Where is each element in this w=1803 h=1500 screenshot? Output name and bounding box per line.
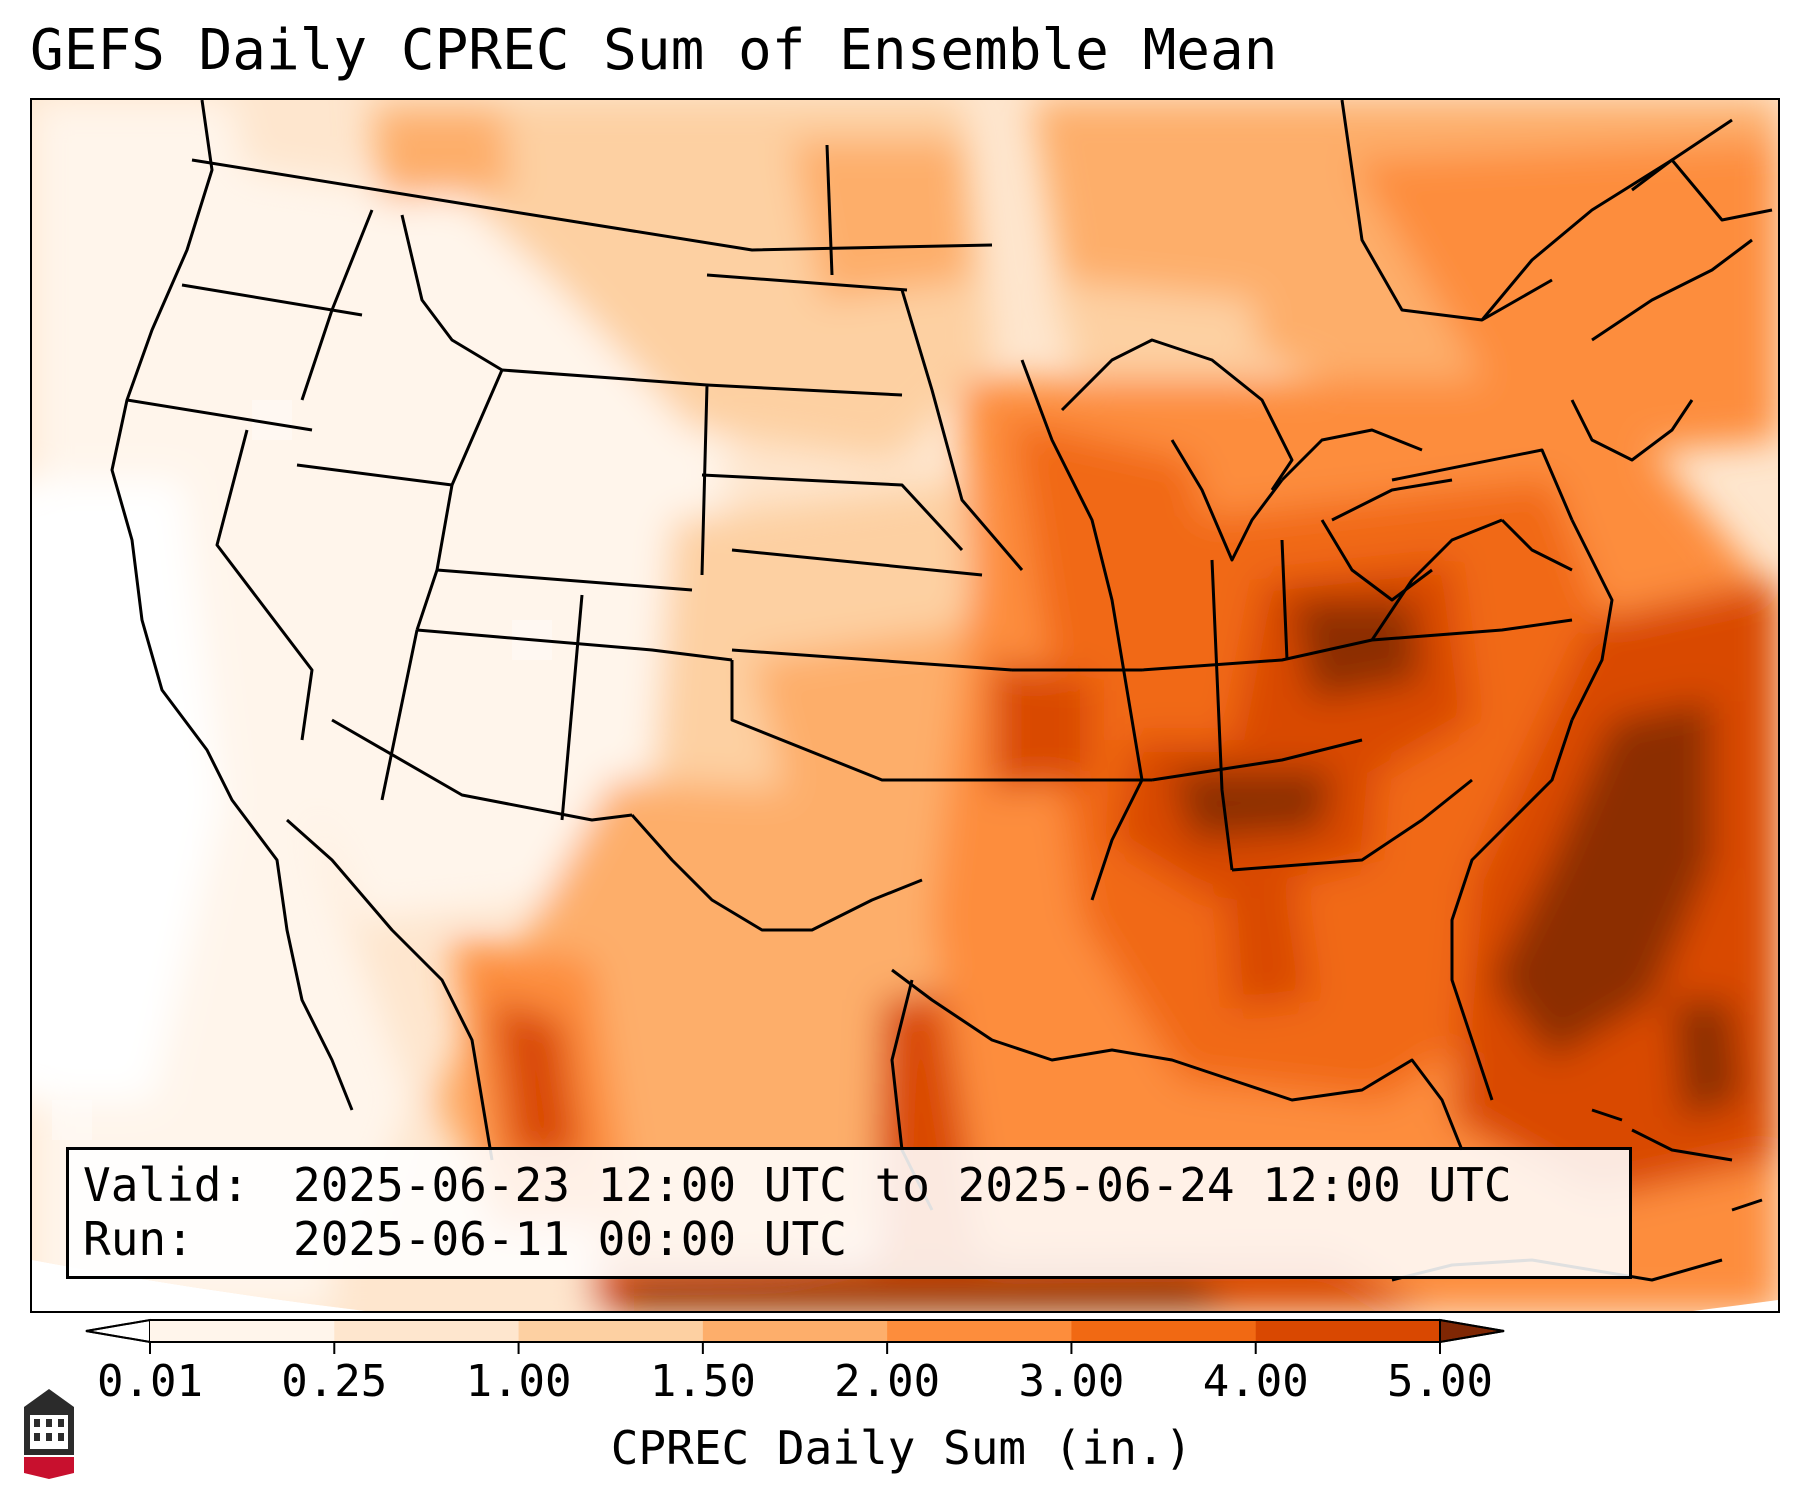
colorbar-segment [887,1320,1072,1342]
colorbar [85,1318,1505,1354]
colorbar-label: CPREC Daily Sum (in.) [610,1421,1193,1475]
colorbar-tick-label: 1.50 [649,1356,756,1407]
colorbar-tick-label: 0.01 [97,1356,203,1407]
valid-key: Valid: [83,1158,250,1212]
colorbar-tick-label: 0.25 [281,1356,388,1407]
run-line: Run: 2025-06-11 00:00 UTC [83,1212,1629,1266]
colorbar-over-arrow [1439,1318,1505,1344]
valid-line: Valid: 2025-06-23 12:00 UTC to 2025-06-24… [83,1158,1629,1212]
niu-logo-icon [24,1389,74,1479]
precip-field [32,100,1778,1311]
colorbar-under-arrow [85,1318,151,1344]
colorbar-segment [518,1320,704,1342]
run-key: Run: [83,1212,194,1266]
colorbar-segment [334,1320,520,1342]
colorbar-tick-label: 2.00 [834,1356,941,1407]
precipitation-map [30,98,1780,1313]
colorbar-tick-label: 4.00 [1202,1356,1309,1407]
colorbar-tick-label: 5.00 [1387,1356,1493,1407]
colorbar-segment [150,1320,335,1342]
validity-info-box: Valid: 2025-06-23 12:00 UTC to 2025-06-24… [66,1147,1632,1279]
colorbar-tick-label: 3.00 [1018,1356,1125,1407]
colorbar-segment [702,1320,888,1342]
valid-value: 2025-06-23 12:00 UTC to 2025-06-24 12:00… [293,1158,1512,1212]
run-value: 2025-06-11 00:00 UTC [293,1212,847,1266]
colorbar-tick-label: 1.00 [465,1356,572,1407]
colorbar-segment [1255,1320,1441,1342]
colorbar-segment [1071,1320,1257,1342]
map-title: GEFS Daily CPREC Sum of Ensemble Mean [30,18,1278,83]
